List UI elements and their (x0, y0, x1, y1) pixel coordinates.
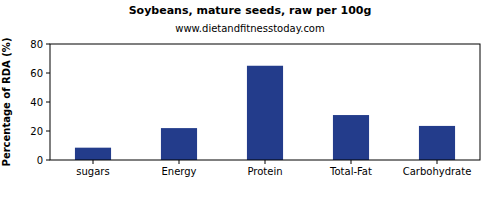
y-tick-label: 60 (30, 68, 43, 79)
bar (75, 148, 111, 160)
bar (247, 66, 283, 160)
plot-frame (50, 44, 480, 160)
x-tick-label: Protein (247, 166, 282, 177)
x-tick-label: Total-Fat (329, 166, 372, 177)
x-tick (93, 160, 94, 164)
y-tick-label: 0 (37, 155, 43, 166)
title: Soybeans, mature seeds, raw per 100g (129, 4, 372, 17)
x-tick-label: Carbohydrate (403, 166, 472, 177)
x-tick (265, 160, 266, 164)
chart: Soybeans, mature seeds, raw per 100g www.… (0, 0, 500, 200)
y-axis-label: Percentage of RDA (%) (1, 38, 12, 167)
bar (333, 115, 369, 160)
x-tick (437, 160, 438, 164)
y-tick (46, 44, 50, 45)
y-tick (46, 73, 50, 74)
bar (419, 126, 455, 160)
y-tick-label: 80 (30, 39, 43, 50)
y-tick-label: 20 (30, 126, 43, 137)
y-tick-label: 40 (30, 97, 43, 108)
bar (161, 128, 197, 160)
y-tick (46, 160, 50, 161)
x-tick-label: Energy (161, 166, 196, 177)
subtitle: www.dietandfitnesstoday.com (175, 23, 324, 34)
y-tick (46, 102, 50, 103)
y-tick (46, 131, 50, 132)
bars (75, 66, 455, 160)
x-tick (351, 160, 352, 164)
x-tick-label: sugars (76, 166, 109, 177)
x-tick (179, 160, 180, 164)
